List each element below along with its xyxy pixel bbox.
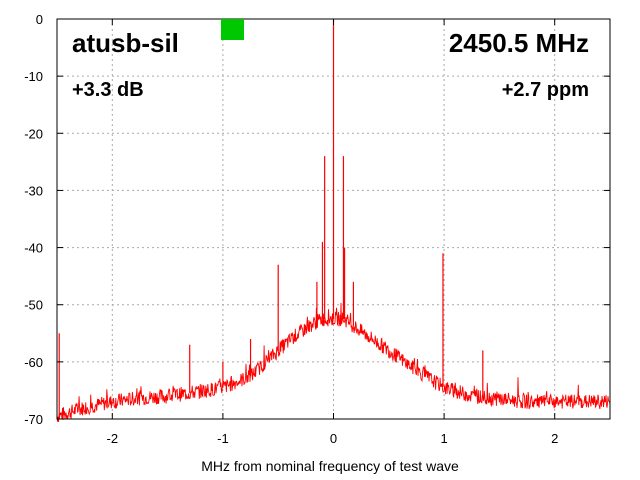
gain-label: +3.3 dB [72, 79, 144, 101]
y-tick-label: 0 [36, 12, 43, 27]
noise-floor-line [56, 302, 611, 422]
y-tick-label: -30 [24, 183, 43, 198]
x-tick-label: 2 [551, 431, 558, 446]
frequency-label: 2450.5 MHz [449, 28, 589, 58]
device-label: atusb-sil [72, 28, 179, 58]
spectrum-trace [56, 19, 611, 422]
y-tick-label: -20 [24, 126, 43, 141]
y-tick-label: -10 [24, 69, 43, 84]
y-tick-label: -50 [24, 298, 43, 313]
x-tick-label: -2 [107, 431, 119, 446]
x-tick-label: -1 [217, 431, 229, 446]
offset-label: +2.7 ppm [502, 79, 589, 101]
x-tick-label: 0 [330, 431, 337, 446]
status-indicator [221, 19, 244, 40]
y-tick-label: -60 [24, 355, 43, 370]
y-tick-label: -70 [24, 412, 43, 427]
y-tick-label: -40 [24, 241, 43, 256]
x-axis-title: MHz from nominal frequency of test wave [201, 458, 459, 474]
x-tick-label: 1 [440, 431, 447, 446]
y-axis: 0 -10 -20 -30 -40 -50 -60 -70 [24, 12, 610, 427]
x-axis: -2 -1 0 1 2 [107, 19, 558, 446]
